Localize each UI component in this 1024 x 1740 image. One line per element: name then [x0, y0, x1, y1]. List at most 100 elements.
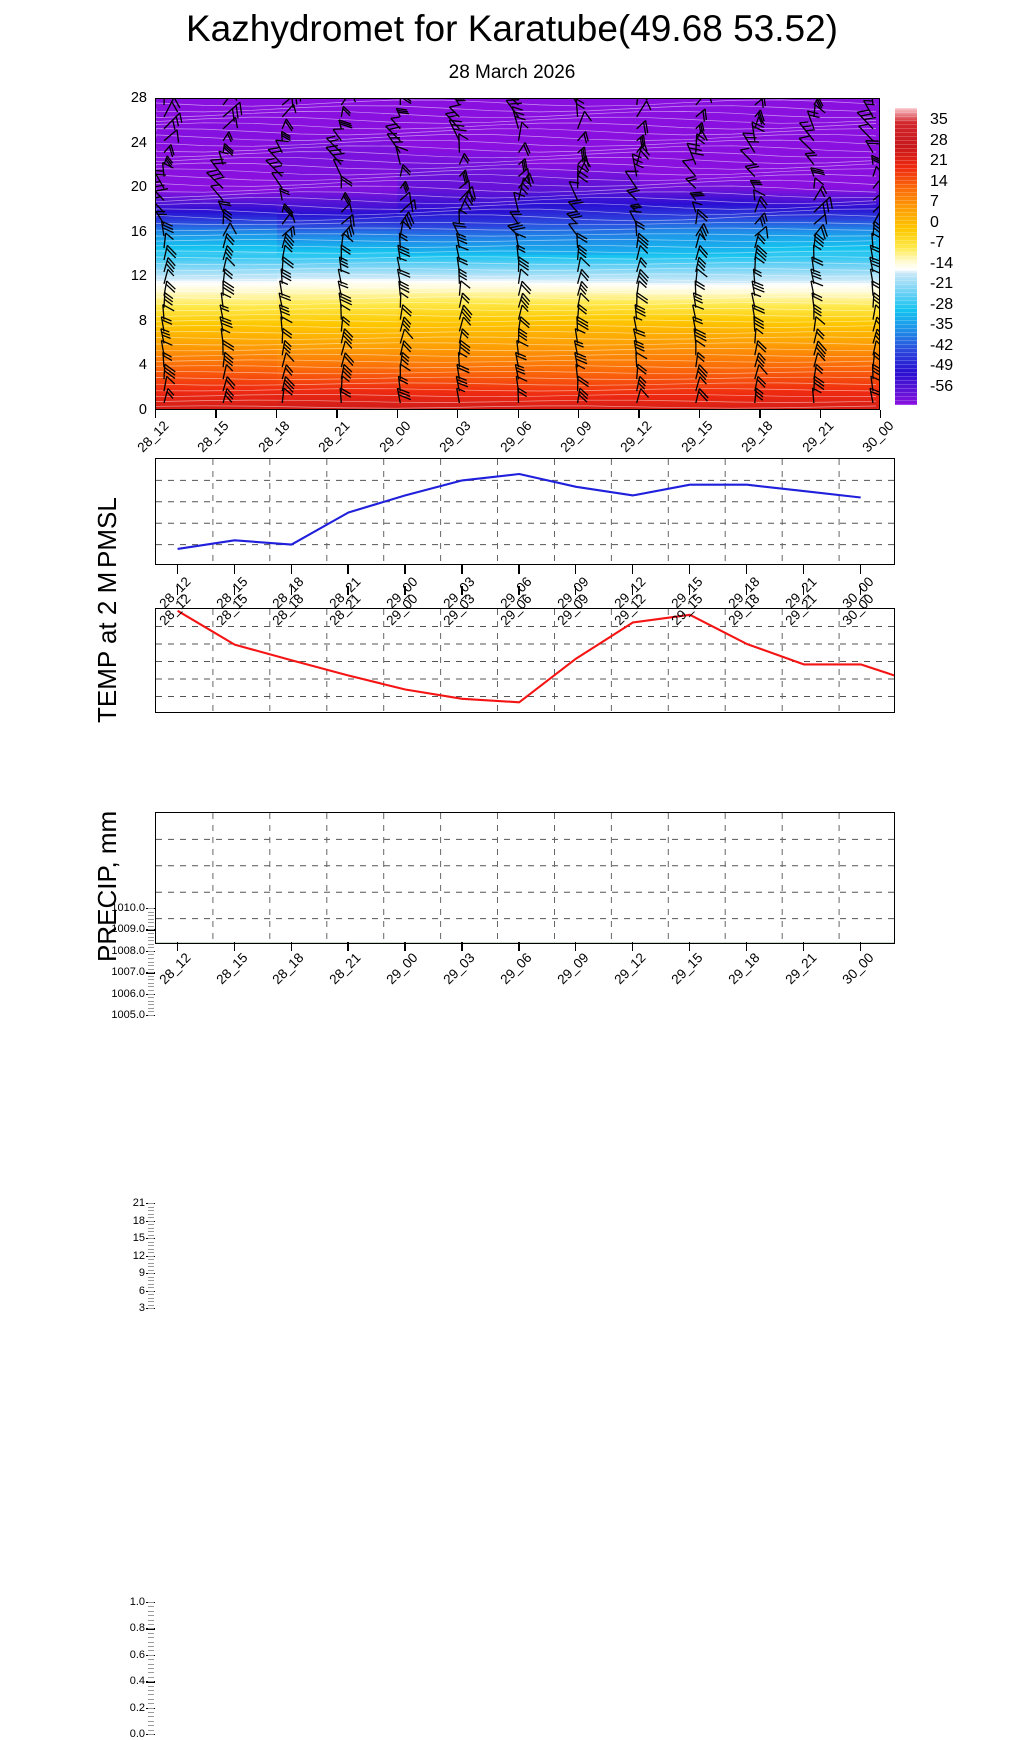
temp-x-tickmark-11 [803, 586, 804, 595]
temp-2m-chart-minor-tick [148, 1242, 154, 1243]
precip-canvas [156, 813, 895, 944]
temp-x-tickmark-0 [177, 586, 178, 595]
precip-chart-minor-tick [148, 1730, 154, 1731]
precip-chart-minor-tick [148, 1620, 154, 1621]
temp-2m-chart-minor-tick [148, 1291, 154, 1292]
precip-x-tick-10: 29_18 [708, 950, 762, 1004]
temp-2m-chart-minor-tick [148, 1298, 154, 1299]
precip-chart-minor-tick [148, 1694, 154, 1695]
precip-x-tick-5: 29_03 [423, 950, 477, 1004]
cross-section-ytick-3: 12 [131, 268, 147, 284]
temp-x-tickmark-9 [689, 586, 690, 595]
temp-2m-chart-minor-tick [148, 1308, 154, 1309]
precip-x-tickmark-7 [575, 942, 576, 951]
colorbar-tick-1: 28 [930, 132, 948, 150]
temp-x-tickmark-1 [234, 586, 235, 595]
cross-section-x-tickmark-4 [397, 410, 398, 418]
temp-2m-chart-minor-tick [148, 1238, 154, 1239]
temp-2m-chart-minor-tick [148, 1266, 154, 1267]
colorbar-tick-13: -56 [930, 378, 953, 396]
precip-chart-minor-tick [148, 1642, 154, 1643]
temp-2m-chart-ytick-2: 9 [139, 1267, 145, 1279]
temp-x-tickmark-3 [347, 586, 348, 595]
colorbar-tick-6: -7 [930, 234, 944, 252]
precip-x-tickmark-10 [746, 942, 747, 951]
temp-2m-chart-ytick-4: 15 [133, 1232, 145, 1244]
cross-section-plot-area[interactable] [155, 98, 880, 410]
precip-x-tickmark-11 [803, 942, 804, 951]
temp-2m-chart-minor-tick [148, 1217, 154, 1218]
pmsl-x-tickmark-7 [575, 565, 576, 574]
temp-x-tickmark-8 [632, 586, 633, 595]
temp-2m-chart-minor-tick [148, 1259, 154, 1260]
cross-section-x-tickmark-5 [457, 410, 458, 418]
precip-chart-ytick-2: 0.4 [130, 1675, 145, 1687]
temp-x-tickmark-2 [291, 586, 292, 595]
precip-chart-minor-tick [148, 1659, 154, 1660]
precip-x-tick-11: 29_21 [765, 950, 819, 1004]
cross-section-x-tickmark-0 [155, 410, 156, 418]
temp-2m-chart-minor-tick [148, 1287, 154, 1288]
temp-x-tickmark-12 [860, 586, 861, 595]
cross-section-ytick-2: 8 [139, 313, 147, 329]
colorbar-tick-5: 0 [930, 214, 939, 232]
temp-2m-chart-minor-tick [148, 1214, 154, 1215]
precip-chart-minor-tick [148, 1602, 154, 1603]
precip-x-tick-0: 28_12 [139, 950, 193, 1004]
precip-x-tickmark-4 [404, 942, 405, 951]
precip-chart-minor-tick [148, 1664, 154, 1665]
colorbar-tick-3: 14 [930, 173, 948, 191]
precip-x-tickmark-5 [461, 942, 462, 951]
temp-2m-chart-minor-tick [148, 1284, 154, 1285]
pmsl-plot-area[interactable] [155, 458, 895, 565]
colorbar-tick-10: -35 [930, 316, 953, 334]
precip-chart-minor-tick [148, 1633, 154, 1634]
colorbar-tick-7: -14 [930, 255, 953, 273]
precip-chart-ytick-5: 1.0 [130, 1596, 145, 1608]
pmsl-x-tickmark-2 [291, 565, 292, 574]
temp-2m-chart-ytick-6: 21 [133, 1197, 145, 1209]
cross-section-x-tickmark-9 [699, 410, 700, 418]
temp-2m-chart-minor-tick [148, 1228, 154, 1229]
temp-2m-axis-label: TEMP at 2 M [92, 572, 123, 723]
temp-x-tickmark-4 [404, 586, 405, 595]
cross-section-x-tickmark-11 [820, 410, 821, 418]
pmsl-x-tickmark-4 [404, 565, 405, 574]
temp-x-tickmark-7 [575, 586, 576, 595]
colorbar-tick-4: 7 [930, 193, 939, 211]
pmsl-x-tickmark-9 [689, 565, 690, 574]
precip-chart-minor-tick [148, 1699, 154, 1700]
temp-2m-chart-minor-tick [148, 1263, 154, 1264]
cross-section-x-tickmark-10 [759, 410, 760, 418]
colorbar-tick-0: 35 [930, 111, 948, 129]
precip-chart-ytick-3: 0.6 [130, 1649, 145, 1661]
precip-x-tick-6: 29_06 [480, 950, 534, 1004]
pmsl-x-tickmark-10 [746, 565, 747, 574]
precip-x-tickmark-2 [291, 942, 292, 951]
pmsl-x-tickmark-11 [803, 565, 804, 574]
temp-2m-chart-minor-tick [148, 1221, 154, 1222]
precip-x-tick-4: 29_00 [366, 950, 420, 1004]
precip-x-tick-2: 28_18 [253, 950, 307, 1004]
precip-chart-minor-tick [148, 1611, 154, 1612]
pmsl-x-tickmark-6 [518, 565, 519, 574]
pmsl-axis-label: PMSL [92, 497, 123, 568]
colorbar-tick-11: -42 [930, 337, 953, 355]
precip-plot-area[interactable] [155, 812, 895, 944]
temp-2m-chart-minor-tick [148, 1207, 154, 1208]
colorbar-tick-12: -49 [930, 357, 953, 375]
temperature-colorbar[interactable] [895, 108, 917, 405]
precip-x-tick-7: 29_09 [537, 950, 591, 1004]
precip-x-tickmark-12 [860, 942, 861, 951]
precip-x-tickmark-3 [347, 942, 348, 951]
colorbar-tick-9: -28 [930, 296, 953, 314]
temp-2m-chart-ytick-3: 12 [133, 1250, 145, 1262]
cross-section-ytick-5: 20 [131, 179, 147, 195]
temp-2m-chart-minor-tick [148, 1252, 154, 1253]
cross-section-x-tickmark-12 [880, 410, 881, 418]
temp-2m-chart-ytick-1: 6 [139, 1285, 145, 1297]
cross-section-x-tickmark-3 [336, 410, 337, 418]
